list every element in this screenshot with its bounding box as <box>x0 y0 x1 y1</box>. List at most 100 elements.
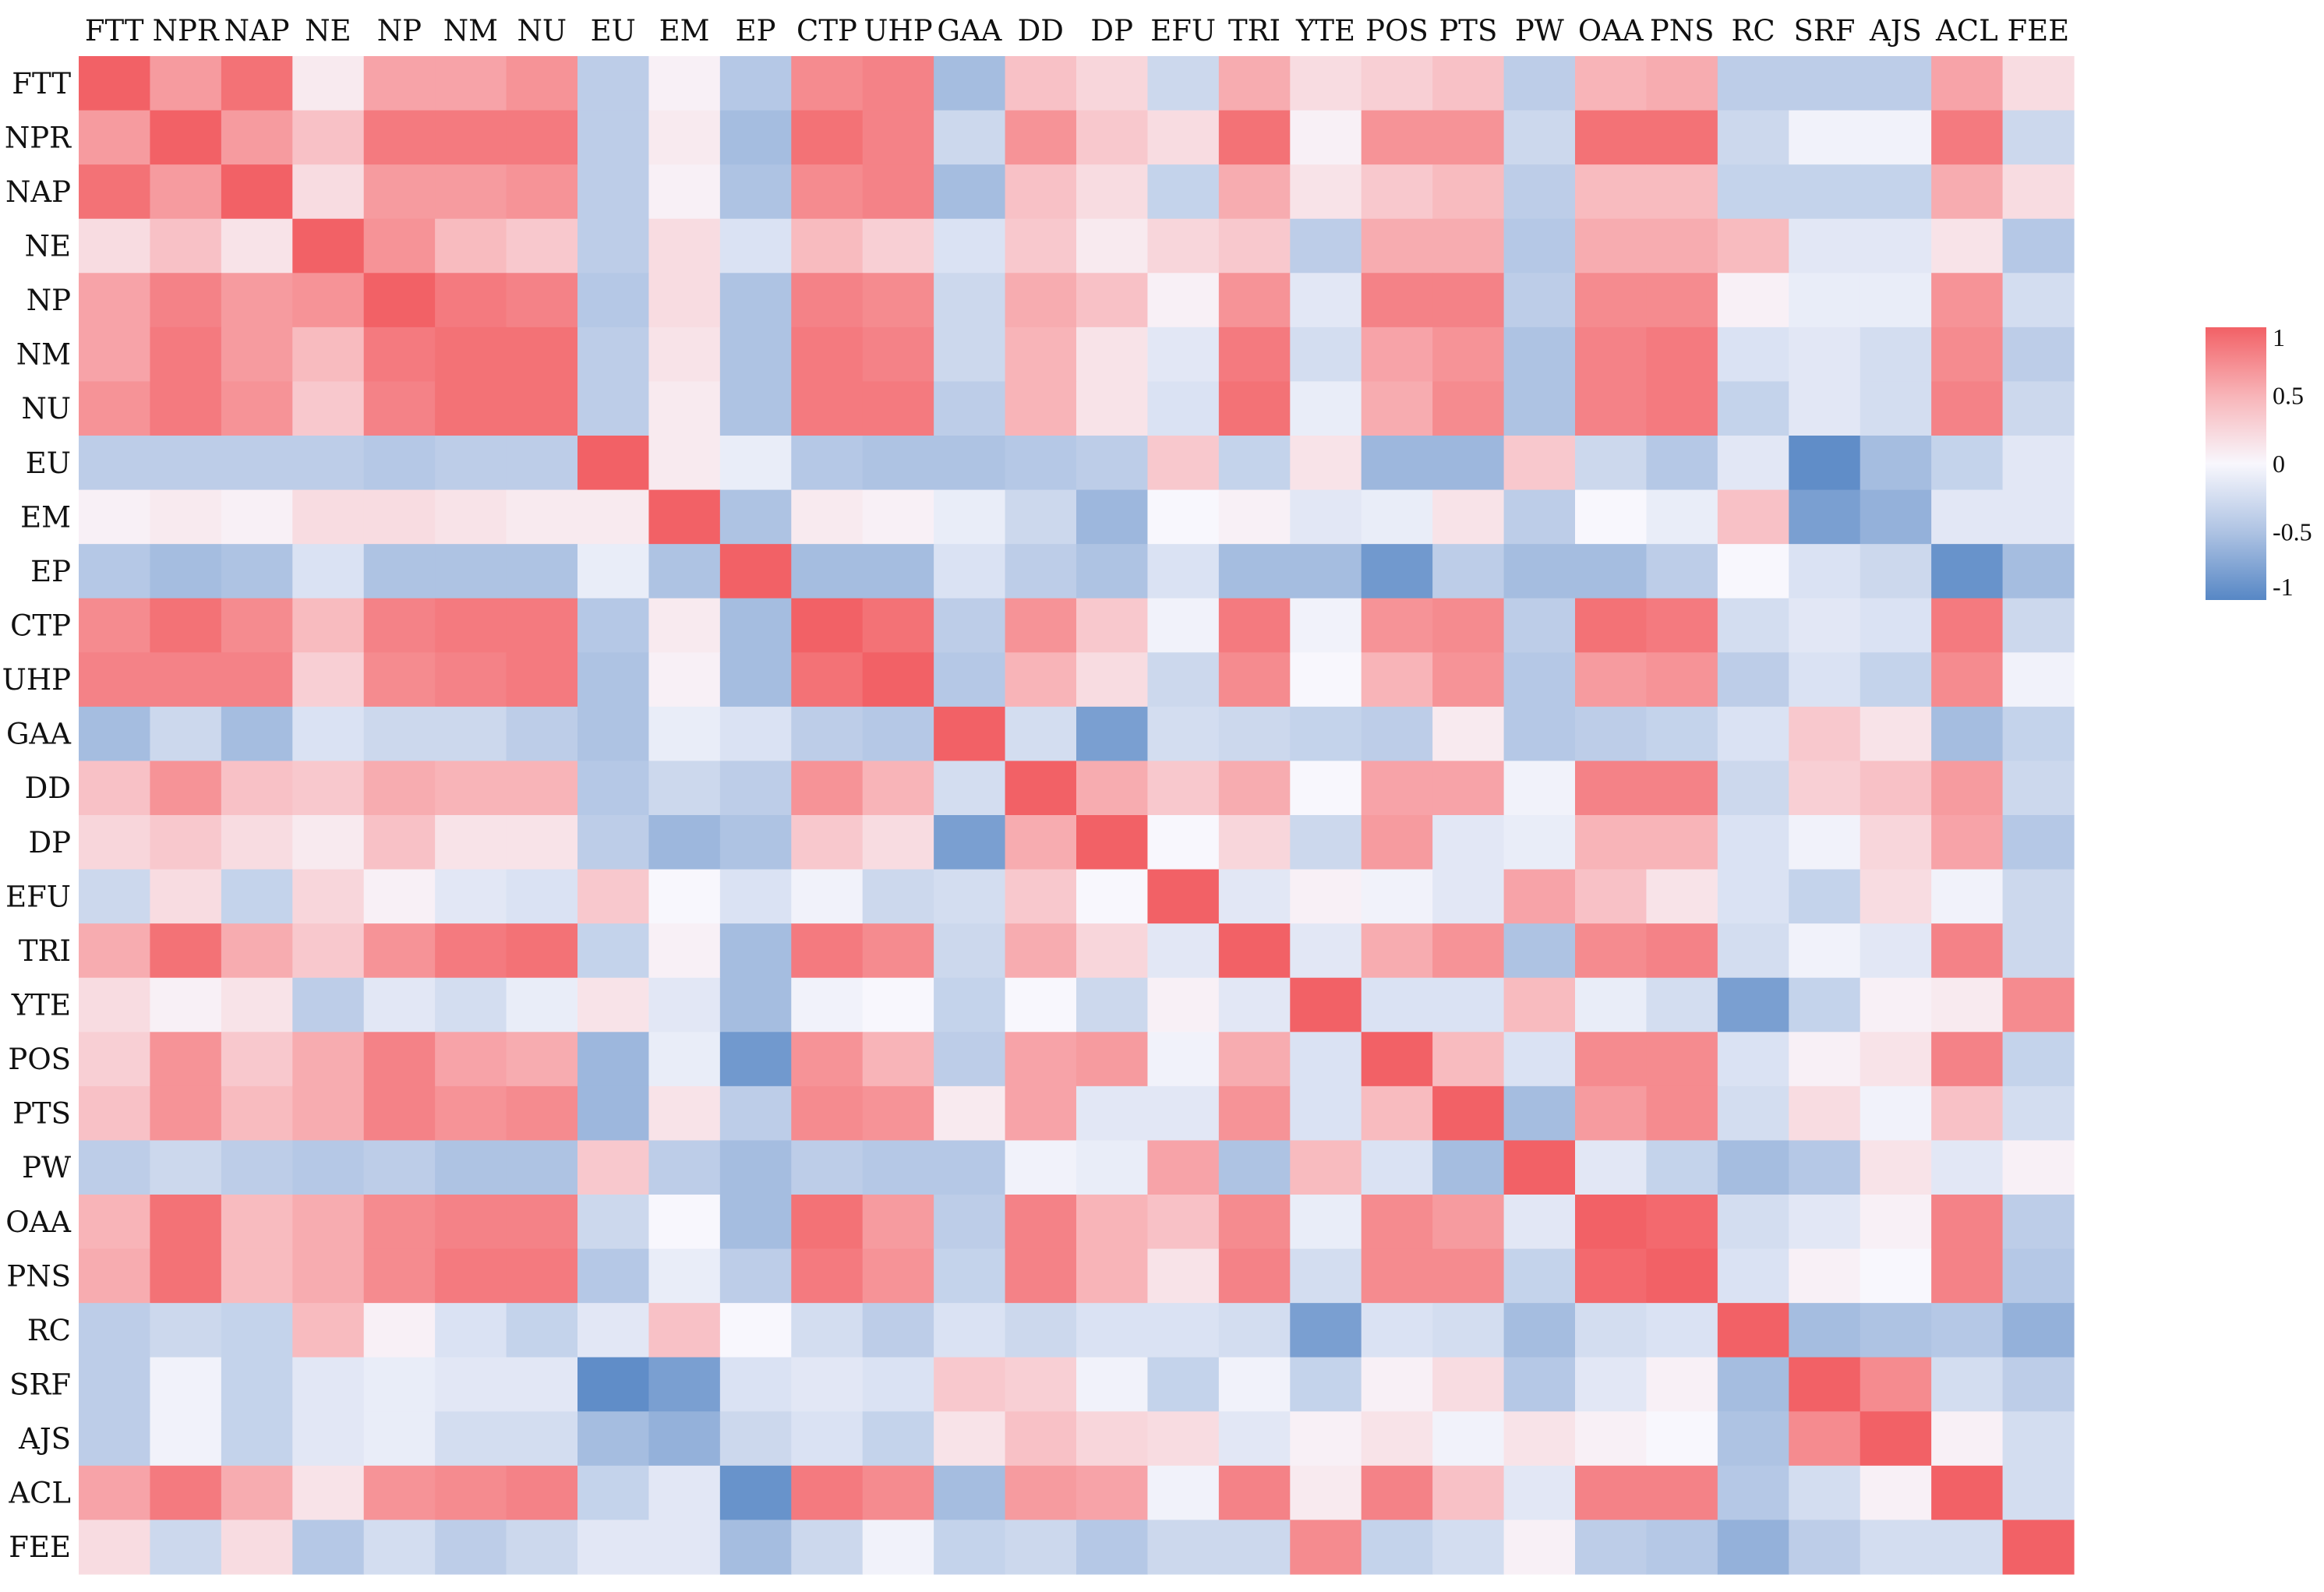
heatmap-cell-ftt-nap <box>221 56 293 111</box>
heatmap-cell-gaa-uhp <box>862 706 934 762</box>
heatmap-cell-gaa-srf <box>1789 706 1861 762</box>
heatmap-cell-tri-srf <box>1789 923 1861 979</box>
heatmap-cell-ne-ne <box>292 218 365 274</box>
heatmap-cell-pw-acl <box>1931 1140 2004 1195</box>
heatmap-cell-srf-np <box>363 1357 436 1412</box>
heatmap-cell-acl-pw <box>1503 1465 1576 1521</box>
heatmap-cell-nm-nap <box>221 327 293 383</box>
heatmap-cell-npr-ne <box>292 110 365 165</box>
heatmap-cell-pos-uhp <box>862 1032 934 1087</box>
heatmap-cell-oaa-np <box>363 1195 436 1250</box>
heatmap-cell-dp-ctp <box>791 815 864 870</box>
heatmap-cell-uhp-tri <box>1218 652 1291 708</box>
heatmap-cell-uhp-efu <box>1147 652 1220 708</box>
heatmap-cell-srf-pw <box>1503 1357 1576 1412</box>
heatmap-cell-ne-efu <box>1147 218 1220 274</box>
heatmap-cell-nu-ajs <box>1860 381 1932 436</box>
heatmap-cell-fee-tri <box>1218 1520 1291 1575</box>
heatmap-cell-nm-fee <box>2002 327 2075 383</box>
heatmap-cell-tri-npr <box>150 923 222 979</box>
heatmap-cell-ftt-nm <box>435 56 507 111</box>
heatmap-cell-pns-acl <box>1931 1248 2004 1304</box>
x-tick-label-efu: EFU <box>1150 14 1216 48</box>
heatmap-cell-em-nu <box>506 489 578 545</box>
heatmap-cell-acl-yte <box>1290 1465 1362 1521</box>
heatmap-cell-nm-ajs <box>1860 327 1932 383</box>
heatmap-cell-uhp-dd <box>1005 652 1077 708</box>
heatmap-cell-ep-ep <box>719 544 792 599</box>
x-tick-label-acl: ACL <box>1935 14 1998 48</box>
heatmap-cell-ep-pos <box>1361 544 1433 599</box>
heatmap-cell-ftt-oaa <box>1575 56 1648 111</box>
heatmap-cell-em-dp <box>1076 489 1149 545</box>
heatmap-cell-dd-ep <box>719 761 792 816</box>
heatmap-cell-srf-ep <box>719 1357 792 1412</box>
heatmap-cell-uhp-ne <box>292 652 365 708</box>
heatmap-cell-em-srf <box>1789 489 1861 545</box>
heatmap-cell-efu-rc <box>1717 869 1789 924</box>
heatmap-cell-ne-pw <box>1503 218 1576 274</box>
heatmap-cell-yte-nap <box>221 977 293 1033</box>
heatmap-cell-ep-srf <box>1789 544 1861 599</box>
heatmap-cell-tri-gaa <box>934 923 1006 979</box>
heatmap-cell-yte-nm <box>435 977 507 1033</box>
heatmap-cell-ne-ftt <box>79 218 151 274</box>
y-tick-label-nm: NM <box>16 338 71 372</box>
heatmap-cell-nu-uhp <box>862 381 934 436</box>
heatmap-cell-fee-nm <box>435 1520 507 1575</box>
heatmap-cell-ajs-fee <box>2002 1411 2075 1467</box>
heatmap-cell-fee-pos <box>1361 1520 1433 1575</box>
x-tick-label-nap: NAP <box>224 14 290 48</box>
heatmap-cell-fee-ctp <box>791 1520 864 1575</box>
heatmap-cell-pts-eu <box>577 1085 650 1142</box>
heatmap-cell-ep-pts <box>1432 544 1505 599</box>
heatmap-cell-em-acl <box>1931 489 2004 545</box>
heatmap-cell-nap-ep <box>719 164 792 220</box>
heatmap-cell-ajs-ne <box>292 1411 365 1467</box>
y-tick-label-ne: NE <box>25 230 71 263</box>
heatmap-cell-rc-fee <box>2002 1303 2075 1358</box>
heatmap-cell-uhp-dp <box>1076 652 1149 708</box>
y-tick-label-srf: SRF <box>9 1368 71 1402</box>
heatmap-cell-np-ftt <box>79 273 151 328</box>
heatmap-cell-ftt-pw <box>1503 56 1576 111</box>
heatmap-cell-pts-dp <box>1076 1085 1149 1142</box>
heatmap-cell-pos-nap <box>221 1032 293 1087</box>
heatmap-cell-nm-dd <box>1005 327 1077 383</box>
heatmap-cell-dp-npr <box>150 815 222 870</box>
heatmap-cell-nap-pw <box>1503 164 1576 220</box>
heatmap-cell-acl-npr <box>150 1465 222 1521</box>
heatmap-cell-pts-oaa <box>1575 1085 1648 1142</box>
heatmap-cell-ctp-np <box>363 598 436 653</box>
heatmap-cell-uhp-pos <box>1361 652 1433 708</box>
heatmap-cell-ftt-npr <box>150 56 222 111</box>
heatmap-cell-uhp-ftt <box>79 652 151 708</box>
heatmap-cell-acl-srf <box>1789 1465 1861 1521</box>
heatmap-cell-pw-pw <box>1503 1140 1576 1195</box>
heatmap-cell-em-oaa <box>1575 489 1648 545</box>
heatmap-cell-gaa-np <box>363 706 436 762</box>
heatmap-cell-ne-oaa <box>1575 218 1648 274</box>
heatmap-cell-nu-np <box>363 381 436 436</box>
heatmap-cell-em-nap <box>221 489 293 545</box>
heatmap-cell-efu-ctp <box>791 869 864 924</box>
heatmap-cell-nu-gaa <box>934 381 1006 436</box>
heatmap-cell-yte-srf <box>1789 977 1861 1033</box>
heatmap-cell-dp-em <box>648 815 721 870</box>
heatmap-cell-pts-nm <box>435 1085 507 1142</box>
heatmap-cell-pts-tri <box>1218 1085 1291 1142</box>
heatmap-cell-uhp-uhp <box>862 652 934 708</box>
heatmap-cell-pos-efu <box>1147 1032 1220 1087</box>
heatmap-cell-oaa-efu <box>1147 1195 1220 1250</box>
heatmap-cell-nap-nu <box>506 164 578 220</box>
heatmap-cell-ajs-ctp <box>791 1411 864 1467</box>
heatmap-cell-yte-acl <box>1931 977 2004 1033</box>
heatmap-cell-gaa-gaa <box>934 706 1006 762</box>
heatmap-cell-rc-pos <box>1361 1303 1433 1358</box>
heatmap-cell-fee-uhp <box>862 1520 934 1575</box>
heatmap-cell-pns-ajs <box>1860 1248 1932 1304</box>
heatmap-cell-eu-np <box>363 436 436 491</box>
heatmap-cell-nu-ftt <box>79 381 151 436</box>
heatmap-cell-npr-pts <box>1432 110 1505 165</box>
heatmap-cell-ajs-acl <box>1931 1411 2004 1467</box>
